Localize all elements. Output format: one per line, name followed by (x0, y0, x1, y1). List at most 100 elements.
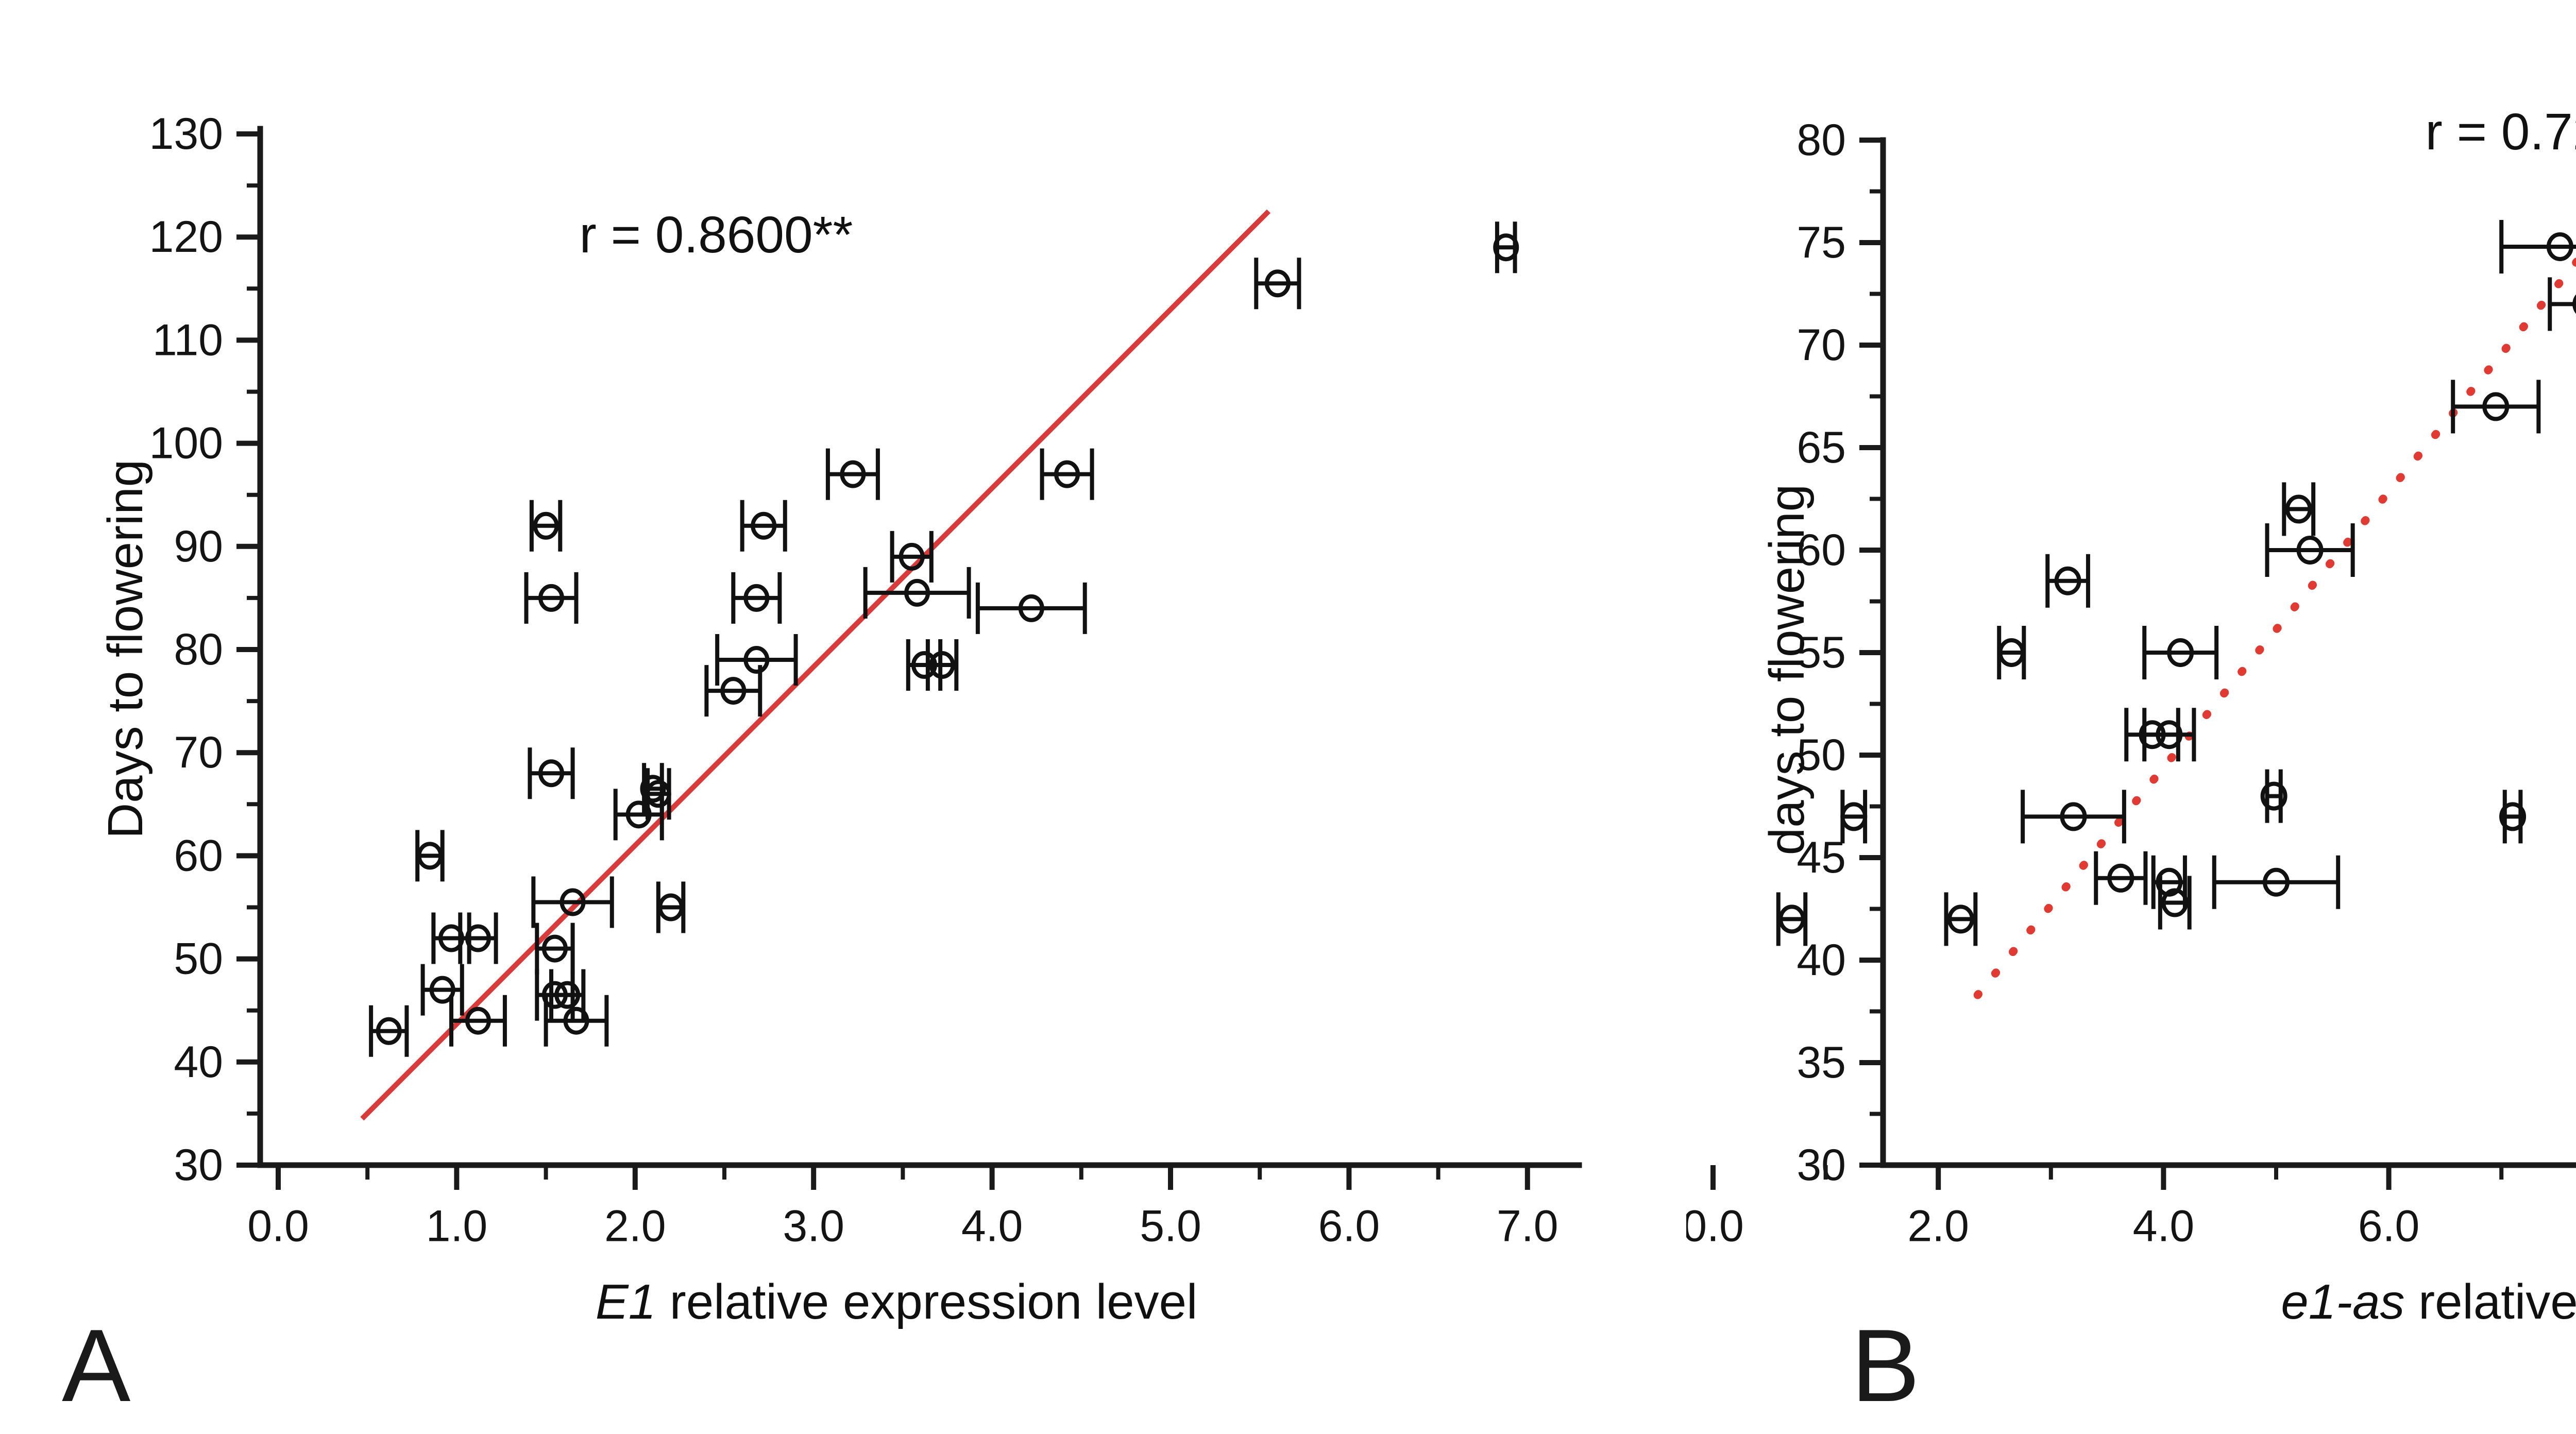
scatter-marker (751, 511, 777, 540)
x-tick-label: 1.0 (426, 1202, 488, 1251)
y-tick-label: 130 (149, 109, 224, 159)
scatter-marker (2161, 888, 2189, 917)
y-tick-label: 80 (1797, 115, 1846, 165)
scatter-marker (1947, 904, 1974, 934)
x-tick-label: 3.0 (783, 1202, 844, 1251)
x-tick-label: 4.0 (2133, 1202, 2195, 1251)
x-tick-label: 2.0 (604, 1202, 666, 1251)
panel-b-correlation-annotation: r = 0.7293** (2426, 103, 2576, 161)
scatter-marker (560, 888, 586, 916)
panel-a-x-axis-title: E1 relative expression level (596, 1274, 1198, 1329)
panel-a-axes: 30 40 50 60 70 80 90 100 110 120 130 0.0 1.0 2.0 3.0 4.… (149, 109, 1582, 1251)
scatter-marker (541, 934, 568, 963)
scatter-marker (1264, 269, 1291, 298)
y-tick-label: 110 (152, 315, 223, 365)
scatter-marker (2054, 566, 2081, 595)
scatter-marker (658, 893, 684, 921)
data-point (645, 768, 671, 820)
data-point (731, 572, 782, 624)
scatter-marker (1840, 802, 1868, 831)
x-tick-label: 5.0 (1140, 1202, 1201, 1251)
scatter-marker (1054, 460, 1080, 488)
panel-a-y-axis-title: Days to flowering (98, 459, 153, 839)
data-point (2499, 790, 2527, 844)
scatter-marker (2156, 867, 2183, 897)
data-point (2282, 482, 2316, 536)
y-tick-label: 90 (174, 522, 223, 571)
y-tick-label: 100 (149, 419, 224, 468)
y-tick-label: 60 (174, 831, 223, 880)
data-point (1776, 892, 1808, 946)
data-point (2499, 219, 2576, 274)
panel-b-fit-line (1973, 256, 2576, 999)
scatter-marker (533, 511, 559, 540)
panel-b-plot: 30354045505560657075800.02.04.06.08.010.… (1686, 103, 2576, 1423)
y-tick-label: 35 (1797, 1038, 1846, 1087)
data-point (2142, 708, 2196, 762)
scatter-marker (538, 584, 564, 612)
panel-b-axes: 30354045505560657075800.02.04.06.08.010.… (1686, 115, 2576, 1251)
y-tick-label: 65 (1797, 423, 1846, 472)
data-point (1944, 892, 1978, 946)
scatter-marker (1778, 904, 1806, 934)
data-point (2142, 626, 2219, 679)
scatter-marker (645, 780, 671, 808)
data-point (2021, 790, 2126, 844)
scatter-marker (743, 646, 770, 674)
regression-line (360, 209, 1271, 1121)
data-point (524, 572, 579, 624)
data-point (531, 876, 614, 928)
scatter-marker (929, 651, 955, 679)
y-tick-label: 80 (174, 625, 223, 674)
data-point (369, 1005, 409, 1057)
scatter-marker (563, 1006, 589, 1035)
panel-b-data-points (1776, 219, 2576, 946)
data-point (458, 912, 498, 964)
data-point (613, 789, 664, 841)
data-point (863, 567, 971, 619)
data-point (925, 639, 959, 691)
scatter-marker (417, 842, 443, 870)
panel-a-fit-line (360, 209, 1271, 1121)
scatter-marker (376, 1017, 402, 1045)
scatter-marker (2285, 494, 2312, 524)
scatter-marker (554, 981, 581, 1009)
y-tick-label: 30 (1797, 1140, 1846, 1190)
data-point (704, 665, 762, 717)
scatter-marker (2546, 232, 2573, 261)
panel-a-data-points (369, 221, 1519, 1057)
y-tick-label: 60 (1797, 525, 1846, 575)
scatter-marker (904, 578, 930, 607)
data-point (2451, 380, 2541, 434)
y-tick-label: 55 (1797, 628, 1846, 677)
data-point (1040, 448, 1094, 500)
data-point (415, 830, 445, 882)
data-point (544, 995, 609, 1047)
y-tick-label: 50 (174, 934, 223, 984)
scatter-marker (1493, 233, 1519, 262)
y-tick-label: 50 (1797, 730, 1846, 780)
x-tick-label: 2.0 (1907, 1202, 1969, 1251)
x-tick-label: 6.0 (2358, 1202, 2420, 1251)
data-point (1254, 258, 1301, 310)
panel-a: 30 40 50 60 70 80 90 100 110 120 130 0.0 1.0 2.0 3.0 4.… (62, 109, 1582, 1423)
data-point (449, 995, 507, 1047)
data-point (1997, 626, 2026, 679)
data-point (420, 964, 464, 1016)
scatter-marker (2263, 867, 2290, 897)
data-point (2548, 277, 2576, 331)
data-point (2260, 769, 2287, 823)
data-point (2094, 851, 2148, 905)
scatter-marker (2156, 720, 2183, 749)
regression-line (1973, 256, 2576, 999)
data-point (740, 500, 787, 552)
scatter-marker (2499, 802, 2527, 831)
panel-b-y-axis-title: days to flowering (1759, 484, 1815, 855)
scatter-marker (2167, 638, 2194, 667)
scatter-marker (743, 584, 770, 612)
data-point (1493, 221, 1519, 274)
scatter-marker (2482, 392, 2510, 421)
data-point (2045, 554, 2090, 608)
scatter-marker (1998, 638, 2025, 667)
